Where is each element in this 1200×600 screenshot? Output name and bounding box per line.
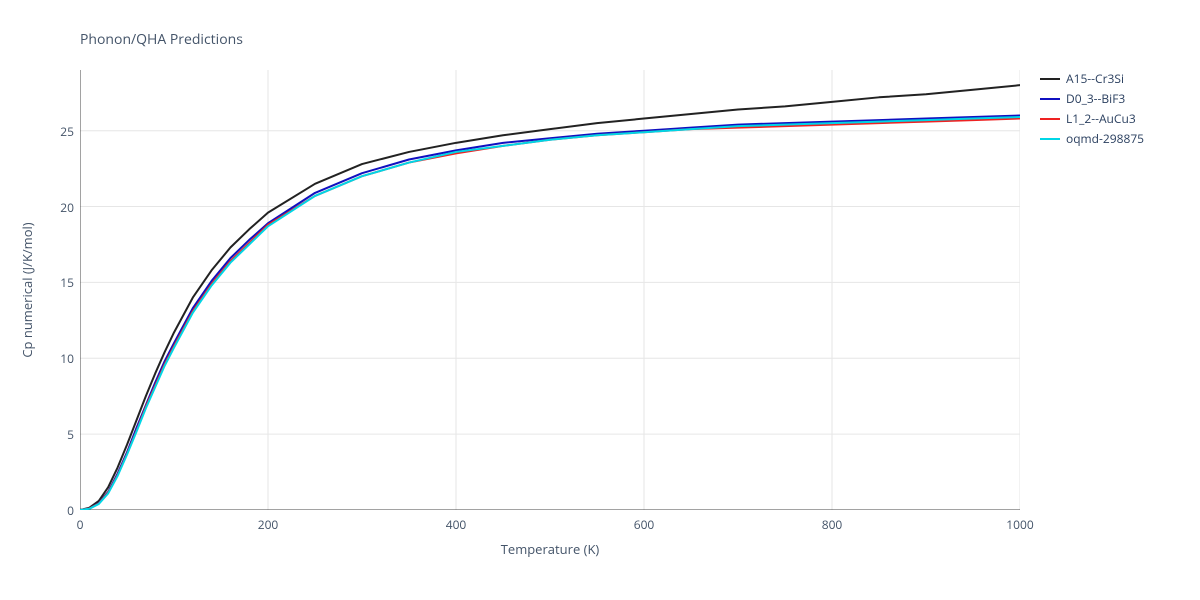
- x-tick-label: 400: [441, 516, 471, 533]
- legend-swatch: [1040, 78, 1060, 80]
- chart-title: Phonon/QHA Predictions: [80, 30, 243, 49]
- x-tick-label: 600: [629, 516, 659, 533]
- chart-container: Phonon/QHA Predictions Temperature (K) C…: [0, 0, 1200, 600]
- y-tick-label: 10: [46, 350, 74, 367]
- y-tick-label: 25: [46, 123, 74, 140]
- legend-swatch: [1040, 118, 1060, 120]
- y-tick-label: 20: [46, 199, 74, 216]
- legend-item[interactable]: A15--Cr3Si: [1040, 70, 1144, 87]
- y-axis-label: Cp numerical (J/K/mol): [18, 70, 36, 510]
- x-tick-label: 800: [817, 516, 847, 533]
- legend-item[interactable]: D0_3--BiF3: [1040, 90, 1144, 107]
- y-tick-label: 15: [46, 274, 74, 291]
- legend-label: A15--Cr3Si: [1066, 70, 1124, 87]
- plot-area[interactable]: [80, 70, 1020, 510]
- legend-label: oqmd-298875: [1066, 130, 1144, 147]
- y-tick-label: 5: [46, 426, 74, 443]
- x-tick-label: 1000: [1005, 516, 1035, 533]
- legend-item[interactable]: oqmd-298875: [1040, 130, 1144, 147]
- legend-item[interactable]: L1_2--AuCu3: [1040, 110, 1144, 127]
- legend-swatch: [1040, 138, 1060, 140]
- chart-svg: [80, 70, 1020, 510]
- y-tick-label: 0: [46, 502, 74, 519]
- legend-swatch: [1040, 98, 1060, 100]
- x-axis-label: Temperature (K): [80, 540, 1020, 558]
- legend-label: L1_2--AuCu3: [1066, 110, 1136, 127]
- legend[interactable]: A15--Cr3Si D0_3--BiF3 L1_2--AuCu3 oqmd-2988…: [1040, 70, 1144, 150]
- x-tick-label: 200: [253, 516, 283, 533]
- legend-label: D0_3--BiF3: [1066, 90, 1125, 107]
